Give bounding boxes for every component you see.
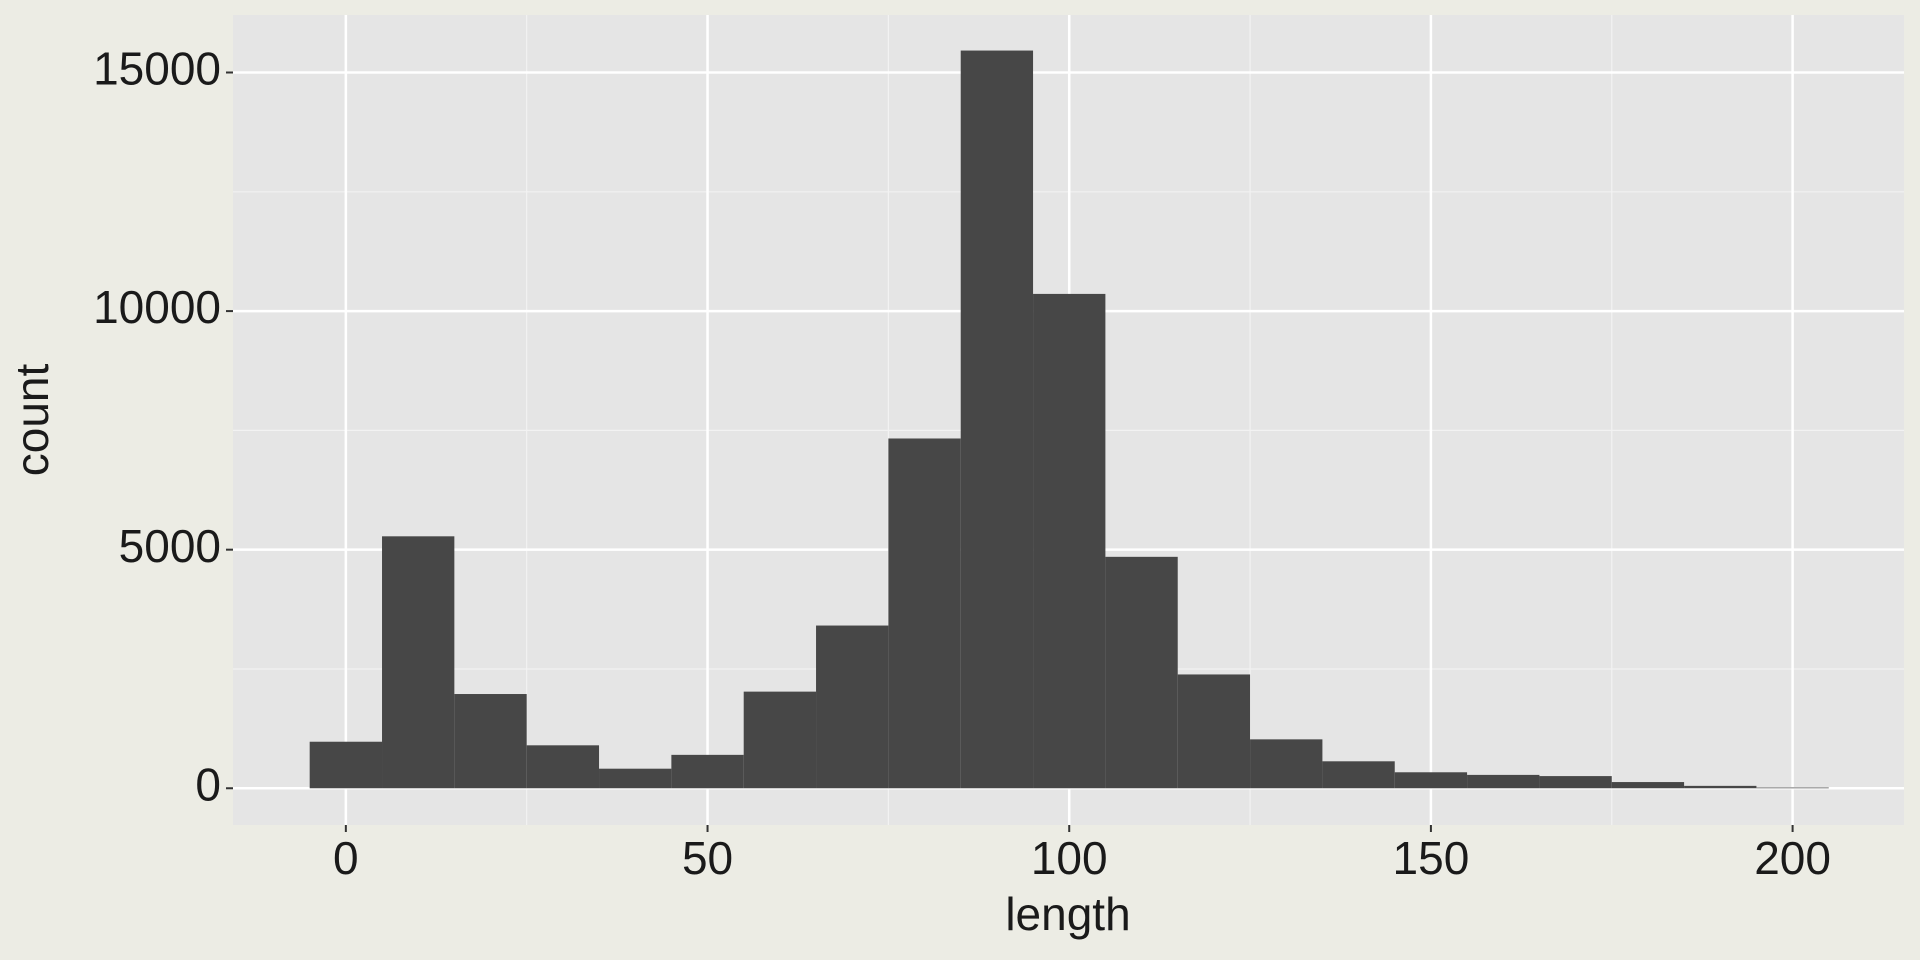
x-tick-label: 200 [1754, 832, 1831, 884]
bar [671, 754, 744, 789]
bar [599, 768, 672, 789]
bar [1539, 776, 1612, 789]
bar [1756, 787, 1829, 789]
bar [382, 536, 455, 789]
x-tick-label: 0 [333, 832, 359, 884]
bar [1177, 674, 1251, 789]
bar [888, 438, 961, 789]
x-tick-label: 100 [1031, 832, 1108, 884]
bar [960, 50, 1034, 789]
y-tick-label: 0 [195, 758, 221, 810]
x-tick-label: 150 [1393, 832, 1470, 884]
bar [1105, 556, 1178, 789]
bar [1684, 785, 1757, 789]
bar [1033, 293, 1106, 789]
bar [1394, 772, 1468, 789]
bar [309, 741, 383, 789]
bar [526, 745, 600, 789]
bar [816, 625, 889, 789]
bar [743, 691, 817, 789]
y-tick-label: 10000 [93, 281, 221, 333]
bar [1611, 782, 1685, 789]
bar [1467, 774, 1540, 789]
bars [309, 50, 1829, 789]
bar [1322, 761, 1395, 789]
x-axis-title: length [1005, 888, 1130, 940]
x-tick-label: 50 [682, 832, 733, 884]
bar [1250, 739, 1323, 789]
y-axis-title: count [6, 364, 58, 477]
bar [454, 694, 527, 789]
y-tick-label: 5000 [119, 520, 221, 572]
axes: 0 5000 10000 15000 0 50 100 150 200 [93, 43, 1831, 885]
y-tick-label: 15000 [93, 43, 221, 95]
